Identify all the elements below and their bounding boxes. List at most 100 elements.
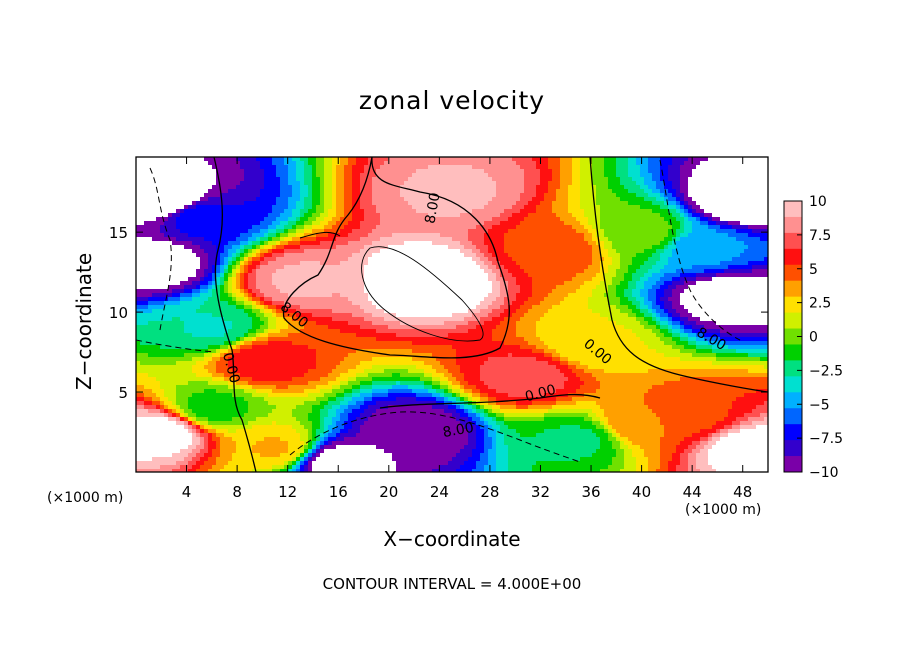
field-cell xyxy=(388,161,393,166)
field-cell xyxy=(248,457,253,462)
field-cell xyxy=(204,249,209,254)
field-cell xyxy=(280,373,285,378)
field-cell xyxy=(164,373,169,378)
field-cell xyxy=(196,305,201,310)
field-cell xyxy=(172,453,177,458)
field-cell xyxy=(164,445,169,450)
field-cell xyxy=(184,389,189,394)
field-cell xyxy=(360,361,365,366)
field-cell xyxy=(268,385,273,390)
field-cell xyxy=(356,329,361,334)
field-cell xyxy=(284,205,289,210)
field-cell xyxy=(164,385,169,390)
field-cell xyxy=(344,221,349,226)
field-cell xyxy=(188,329,193,334)
field-cell xyxy=(136,381,141,386)
field-cell xyxy=(140,409,145,414)
field-cell xyxy=(236,465,241,470)
field-cell xyxy=(180,249,185,254)
field-cell xyxy=(272,309,277,314)
field-cell xyxy=(308,177,313,182)
field-cell xyxy=(296,361,301,366)
field-cell xyxy=(356,189,361,194)
field-cell xyxy=(176,465,181,470)
field-cell xyxy=(252,313,257,318)
field-cell xyxy=(200,197,205,202)
field-cell xyxy=(144,401,149,406)
field-cell xyxy=(268,201,273,206)
field-cell xyxy=(164,361,169,366)
field-cell xyxy=(156,469,161,472)
field-cell xyxy=(296,341,301,346)
field-cell xyxy=(200,289,205,294)
field-cell xyxy=(176,173,181,178)
field-cell xyxy=(140,369,145,374)
field-cell xyxy=(348,369,353,374)
field-cell xyxy=(208,461,213,466)
field-cell xyxy=(148,225,153,230)
field-cell xyxy=(144,157,149,162)
field-cell xyxy=(360,345,365,350)
field-cell xyxy=(364,385,369,390)
field-cell xyxy=(368,417,373,422)
field-cell xyxy=(260,249,265,254)
field-cell xyxy=(320,465,325,470)
field-cell xyxy=(364,169,369,174)
field-cell xyxy=(252,413,257,418)
field-cell xyxy=(244,389,249,394)
field-cell xyxy=(224,385,229,390)
field-cell xyxy=(364,353,369,358)
field-cell xyxy=(324,249,329,254)
field-cell xyxy=(300,185,305,190)
field-cell xyxy=(284,329,289,334)
field-cell xyxy=(256,417,261,422)
field-cell xyxy=(376,437,381,442)
field-cell xyxy=(372,329,377,334)
field-cell xyxy=(200,169,205,174)
field-cell xyxy=(200,441,205,446)
field-cell xyxy=(168,397,173,402)
field-cell xyxy=(296,385,301,390)
field-cell xyxy=(136,385,141,390)
field-cell xyxy=(304,189,309,194)
field-cell xyxy=(160,237,165,242)
field-cell xyxy=(264,425,269,430)
field-cell xyxy=(192,393,197,398)
field-cell xyxy=(252,209,257,214)
field-cell xyxy=(356,465,361,470)
field-cell xyxy=(288,421,293,426)
field-cell xyxy=(352,221,357,226)
field-cell xyxy=(144,269,149,274)
field-cell xyxy=(156,393,161,398)
field-cell xyxy=(372,189,377,194)
field-cell xyxy=(156,181,161,186)
field-cell xyxy=(364,317,369,322)
field-cell xyxy=(256,345,261,350)
field-cell xyxy=(172,217,177,222)
field-cell xyxy=(152,253,157,258)
field-cell xyxy=(148,453,153,458)
field-cell xyxy=(156,413,161,418)
field-cell xyxy=(152,165,157,170)
field-cell xyxy=(276,169,281,174)
field-cell xyxy=(268,217,273,222)
field-cell xyxy=(216,417,221,422)
field-cell xyxy=(176,361,181,366)
field-cell xyxy=(248,345,253,350)
field-cell xyxy=(180,389,185,394)
field-cell xyxy=(260,273,265,278)
field-cell xyxy=(380,221,385,226)
field-cell xyxy=(384,193,389,198)
field-cell xyxy=(176,381,181,386)
field-cell xyxy=(268,305,273,310)
field-cell xyxy=(260,405,265,410)
field-cell xyxy=(356,341,361,346)
field-cell xyxy=(368,349,373,354)
field-cell xyxy=(148,189,153,194)
field-cell xyxy=(340,445,345,450)
field-cell xyxy=(304,469,309,472)
field-cell xyxy=(164,429,169,434)
field-cell xyxy=(316,173,321,178)
field-cell xyxy=(296,393,301,398)
field-cell xyxy=(172,209,177,214)
